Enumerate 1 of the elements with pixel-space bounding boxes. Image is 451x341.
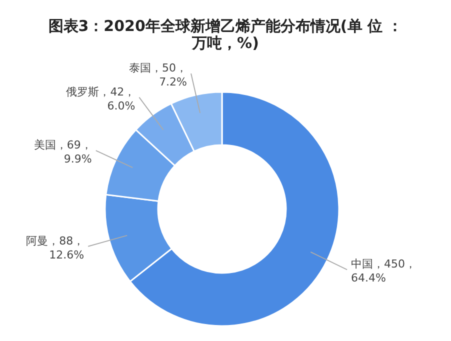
chart-title: 图表3：2020年全球新增乙烯产能分布情况(单 位 ：万吨，%) <box>47 17 404 52</box>
